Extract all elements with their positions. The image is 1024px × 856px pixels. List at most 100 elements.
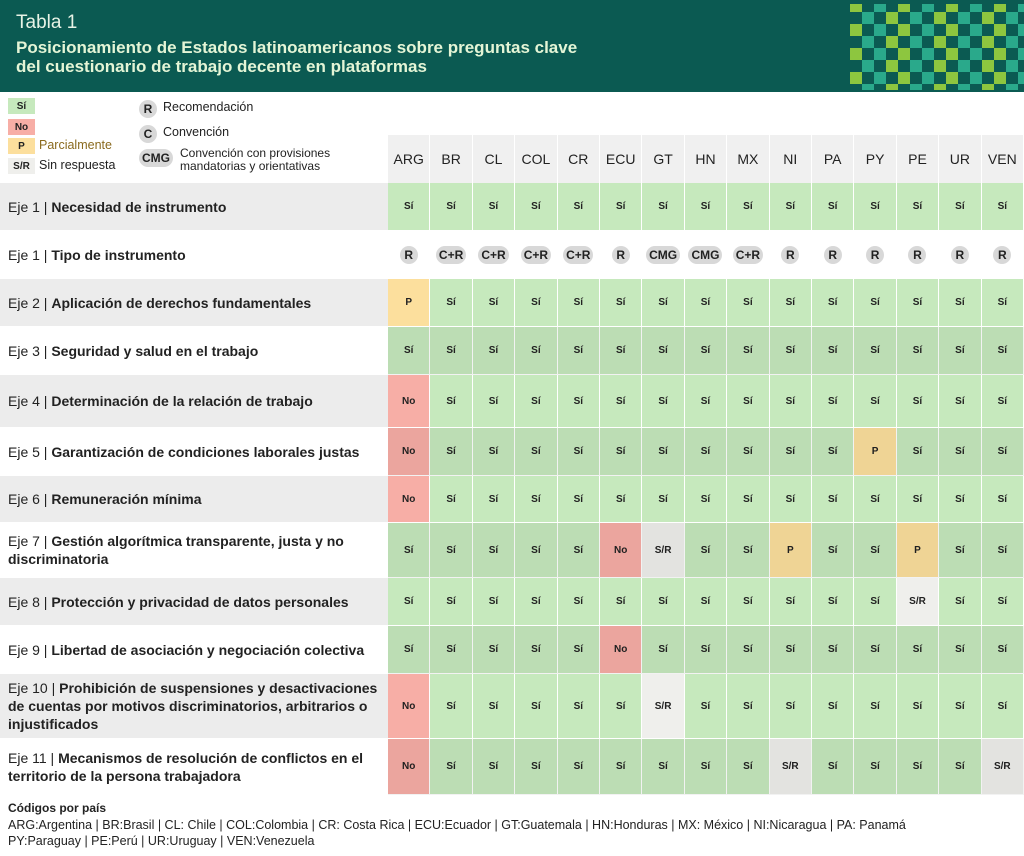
- answer-cell: Sí: [684, 739, 728, 795]
- axis-number: Eje 11 |: [8, 749, 55, 766]
- answer-cell: P: [388, 279, 431, 327]
- answer-cell: Sí: [515, 739, 558, 795]
- instrument-cell: R: [981, 231, 1024, 279]
- answer-cell: Sí: [769, 279, 812, 327]
- answer-cell: Sí: [642, 279, 685, 327]
- column-header: ECU: [600, 135, 643, 183]
- answer-cell: Sí: [939, 428, 982, 476]
- answer-cell: Sí: [515, 674, 558, 739]
- answer-cell: Sí: [727, 428, 770, 476]
- answer-cell: Sí: [557, 375, 600, 428]
- axis-topic: Gestión algorítmica transparente, justa …: [8, 533, 344, 567]
- answer-cell: Sí: [472, 183, 516, 231]
- answer-cell: Sí: [472, 739, 516, 795]
- instrument-badge: R: [399, 245, 418, 264]
- answer-cell: Sí: [812, 626, 855, 674]
- answer-cell: Sí: [515, 183, 558, 231]
- row-label-text: Eje 3 | Seguridad y salud en el trabajo: [8, 342, 258, 360]
- instrument-badge: R: [781, 245, 800, 264]
- answer-cell: Sí: [896, 674, 940, 739]
- row-label: Eje 5 | Garantización de condiciones lab…: [0, 428, 388, 476]
- row-label: Eje 8 | Protección y privacidad de datos…: [0, 578, 388, 626]
- answer-cell: Sí: [472, 476, 516, 523]
- row-label-text: Eje 8 | Protección y privacidad de datos…: [8, 593, 349, 611]
- answer-cell: Sí: [939, 523, 982, 578]
- instrument-badge: R: [866, 245, 885, 264]
- answer-cell: Sí: [854, 523, 897, 578]
- answer-cell: Sí: [684, 327, 728, 375]
- answer-cell: Sí: [727, 739, 770, 795]
- instrument-badge: C+R: [435, 245, 467, 264]
- answer-cell: No: [388, 428, 431, 476]
- answer-cell: Sí: [600, 428, 643, 476]
- answer-cell: Sí: [896, 428, 940, 476]
- row-label-text: Eje 4 | Determinación de la relación de …: [8, 392, 313, 410]
- answer-cell: Sí: [812, 674, 855, 739]
- answer-cell: No: [388, 739, 431, 795]
- answer-cell: Sí: [472, 674, 516, 739]
- row-label: Eje 10 | Prohibición de suspensiones y d…: [0, 674, 388, 739]
- answer-cell: Sí: [388, 183, 431, 231]
- answer-cell: Sí: [515, 327, 558, 375]
- answer-cell: Sí: [896, 626, 940, 674]
- row-label: Eje 9 | Libertad de asociación y negocia…: [0, 626, 388, 674]
- axis-number: Eje 5 |: [8, 443, 48, 460]
- instrument-badge: CMG: [646, 245, 681, 264]
- answer-cell: Sí: [600, 183, 643, 231]
- instrument-cell: R: [854, 231, 897, 279]
- answer-cell: Sí: [557, 279, 600, 327]
- axis-topic: Determinación de la relación de trabajo: [51, 393, 313, 409]
- answer-cell: Sí: [600, 476, 643, 523]
- answer-cell: Sí: [600, 279, 643, 327]
- answer-cell: Sí: [854, 626, 897, 674]
- answer-cell: Sí: [727, 523, 770, 578]
- axis-number: Eje 4 |: [8, 393, 48, 409]
- answer-cell: Sí: [896, 739, 940, 795]
- column-header: BR: [430, 135, 473, 183]
- answer-cell: Sí: [472, 578, 516, 626]
- answer-cell: Sí: [472, 279, 516, 327]
- answer-cell: Sí: [388, 578, 431, 626]
- answer-cell: Sí: [727, 375, 770, 428]
- answer-cell: Sí: [557, 626, 600, 674]
- answer-cell: Sí: [854, 183, 897, 231]
- row-label: Eje 3 | Seguridad y salud en el trabajo: [0, 327, 388, 375]
- answer-cell: Sí: [939, 327, 982, 375]
- answer-cell: Sí: [600, 578, 643, 626]
- instrument-badge: C+R: [520, 245, 552, 264]
- answer-cell: Sí: [430, 739, 473, 795]
- answer-cell: Sí: [727, 674, 770, 739]
- answer-cell: Sí: [812, 578, 855, 626]
- instrument-badge: C+R: [563, 245, 594, 264]
- row-label: Eje 2 | Aplicación de derechos fundament…: [0, 279, 388, 327]
- answer-cell: Sí: [769, 476, 812, 523]
- row-label-text: Eje 7 | Gestión algorítmica transparente…: [8, 532, 380, 568]
- answer-cell: Sí: [557, 739, 600, 795]
- answer-cell: Sí: [515, 626, 558, 674]
- answer-cell: Sí: [430, 183, 473, 231]
- answer-cell: Sí: [642, 375, 685, 428]
- instrument-badge: CMG: [688, 245, 723, 264]
- answer-cell: Sí: [472, 428, 516, 476]
- axis-number: Eje 2 |: [8, 294, 48, 311]
- legend-label: Convención con provisiones mandatorias y…: [180, 146, 331, 173]
- instrument-badge: R: [823, 245, 842, 264]
- answer-cell: Sí: [642, 327, 685, 375]
- answer-cell: Sí: [557, 428, 600, 476]
- axis-number: Eje 8 |: [8, 593, 48, 610]
- table-title: Posicionamiento de Estados latinoamerica…: [16, 38, 577, 76]
- answer-cell: Sí: [727, 476, 770, 523]
- answer-cell: Sí: [812, 279, 855, 327]
- answer-cell: Sí: [600, 674, 643, 739]
- answer-cell: Sí: [939, 578, 982, 626]
- answer-cell: Sí: [727, 183, 770, 231]
- answer-cell: Sí: [388, 626, 431, 674]
- answer-cell: Sí: [896, 476, 940, 523]
- answer-cell: Sí: [430, 327, 473, 375]
- answer-cell: P: [896, 523, 940, 578]
- answer-cell: Sí: [515, 523, 558, 578]
- legend-badge: C: [139, 125, 157, 143]
- instrument-cell: R: [939, 231, 982, 279]
- answer-cell: Sí: [557, 523, 600, 578]
- answer-cell: Sí: [769, 626, 812, 674]
